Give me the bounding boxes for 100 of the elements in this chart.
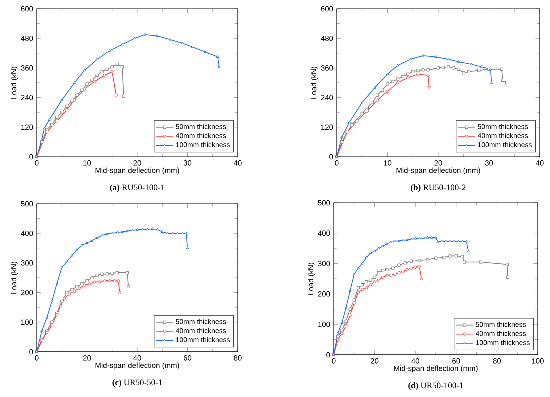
point <box>90 78 94 82</box>
point <box>88 282 92 286</box>
point <box>385 268 389 272</box>
point <box>412 70 415 74</box>
point <box>377 278 380 282</box>
text: (d) UR50-100-1 <box>408 382 464 390</box>
point <box>117 279 120 282</box>
point <box>348 308 352 311</box>
point <box>80 282 84 286</box>
point <box>463 260 466 264</box>
point <box>78 286 82 290</box>
point <box>60 300 64 304</box>
point <box>50 320 54 324</box>
point <box>96 274 99 278</box>
point <box>434 256 438 260</box>
point <box>369 284 372 287</box>
point <box>70 100 74 104</box>
point <box>500 68 504 71</box>
point <box>98 280 102 284</box>
point <box>70 288 74 292</box>
point <box>506 263 509 266</box>
point <box>346 130 349 134</box>
point <box>113 279 116 282</box>
point <box>386 90 390 94</box>
point <box>106 272 109 276</box>
point <box>365 286 368 290</box>
point <box>340 140 344 144</box>
point <box>410 266 414 270</box>
point <box>40 140 44 144</box>
point <box>110 272 114 276</box>
point <box>80 88 84 92</box>
point <box>348 314 352 318</box>
point <box>59 304 62 308</box>
point <box>56 120 59 123</box>
point <box>361 284 364 287</box>
point <box>103 279 106 282</box>
point <box>66 104 69 108</box>
point <box>418 259 422 262</box>
point <box>356 120 359 123</box>
point <box>420 277 424 281</box>
point <box>422 68 425 72</box>
point <box>83 88 86 91</box>
point <box>336 338 340 342</box>
point <box>410 260 414 263</box>
point <box>386 82 390 86</box>
point <box>116 62 119 66</box>
point <box>448 254 452 258</box>
point <box>447 65 450 69</box>
point <box>96 74 99 78</box>
point <box>402 270 405 273</box>
point <box>426 74 430 78</box>
point <box>114 94 118 97</box>
point <box>373 280 376 284</box>
point <box>381 276 385 280</box>
point <box>336 335 340 338</box>
point <box>381 88 384 92</box>
point <box>360 112 364 116</box>
point <box>66 108 69 112</box>
point <box>73 290 76 293</box>
point <box>390 274 393 277</box>
point <box>86 279 89 282</box>
point <box>110 65 114 69</box>
point <box>404 262 407 265</box>
point <box>391 80 394 84</box>
point <box>356 286 360 290</box>
point <box>467 70 470 74</box>
point <box>396 81 400 85</box>
point <box>350 123 354 126</box>
point <box>56 116 59 120</box>
point <box>460 255 464 258</box>
point <box>106 68 109 71</box>
point <box>414 266 418 269</box>
point <box>376 98 380 102</box>
point <box>369 278 372 282</box>
point <box>394 272 397 276</box>
point <box>416 69 420 72</box>
point <box>398 264 401 267</box>
point <box>416 72 420 76</box>
point <box>442 256 446 260</box>
point <box>428 86 431 90</box>
text: (a) RU50-100-1 <box>110 184 164 192</box>
point <box>103 74 106 78</box>
point <box>356 291 360 294</box>
point <box>340 329 344 332</box>
point <box>60 111 64 114</box>
point <box>90 276 94 280</box>
point <box>442 66 446 70</box>
point <box>436 66 440 70</box>
point <box>50 123 54 126</box>
point <box>108 279 112 282</box>
point <box>68 292 72 296</box>
point <box>50 324 54 327</box>
point <box>401 75 405 78</box>
point <box>406 72 410 76</box>
point <box>110 70 114 74</box>
point <box>376 94 380 97</box>
point <box>126 271 129 275</box>
point <box>406 76 410 80</box>
point <box>392 266 395 270</box>
point <box>426 258 430 262</box>
